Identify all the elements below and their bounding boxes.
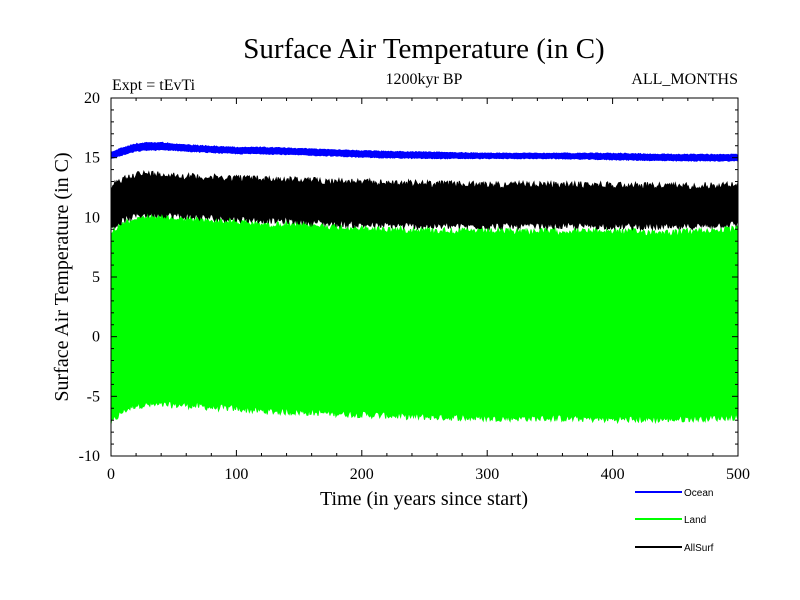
y-tick-label: 15 — [84, 150, 100, 167]
x-tick-label: 400 — [601, 466, 625, 483]
series-ocean — [110, 141, 739, 162]
experiment-label: Expt = tEvTi — [112, 77, 196, 94]
x-axis-label: Time (in years since start) — [320, 488, 528, 510]
legend-item-ocean: Ocean — [635, 488, 713, 499]
x-tick-label: 0 — [107, 466, 115, 483]
legend-item-allsurf: AllSurf — [635, 543, 714, 554]
series-layer — [110, 141, 739, 425]
legend-label: Land — [684, 515, 706, 526]
series-land — [110, 212, 739, 425]
series-land-band — [110, 212, 739, 425]
legend: Ocean Land AllSurf — [635, 488, 714, 554]
y-tick-label: -5 — [87, 388, 100, 405]
ticks-layer: 0 100 200 300 400 500 -10 -5 0 5 10 15 20 — [79, 90, 750, 483]
x-tick-label: 300 — [475, 466, 499, 483]
x-tick-label: 100 — [224, 466, 248, 483]
y-tick-label: -10 — [79, 448, 100, 465]
y-axis-label: Surface Air Temperature (in C) — [51, 152, 73, 401]
months-label: ALL_MONTHS — [631, 71, 738, 88]
series-ocean-band — [110, 141, 739, 162]
y-tick-label: 5 — [92, 269, 100, 286]
legend-label: Ocean — [684, 488, 713, 499]
x-tick-label: 500 — [726, 466, 750, 483]
y-tick-label: 0 — [92, 329, 100, 346]
y-tick-label: 20 — [84, 90, 100, 107]
legend-label: AllSurf — [684, 543, 714, 554]
legend-item-land: Land — [635, 515, 706, 526]
y-tick-label: 10 — [84, 209, 100, 226]
chart-title: Surface Air Temperature (in C) — [243, 33, 604, 65]
chart-subtitle: 1200kyr BP — [386, 71, 463, 88]
x-tick-label: 200 — [350, 466, 374, 483]
